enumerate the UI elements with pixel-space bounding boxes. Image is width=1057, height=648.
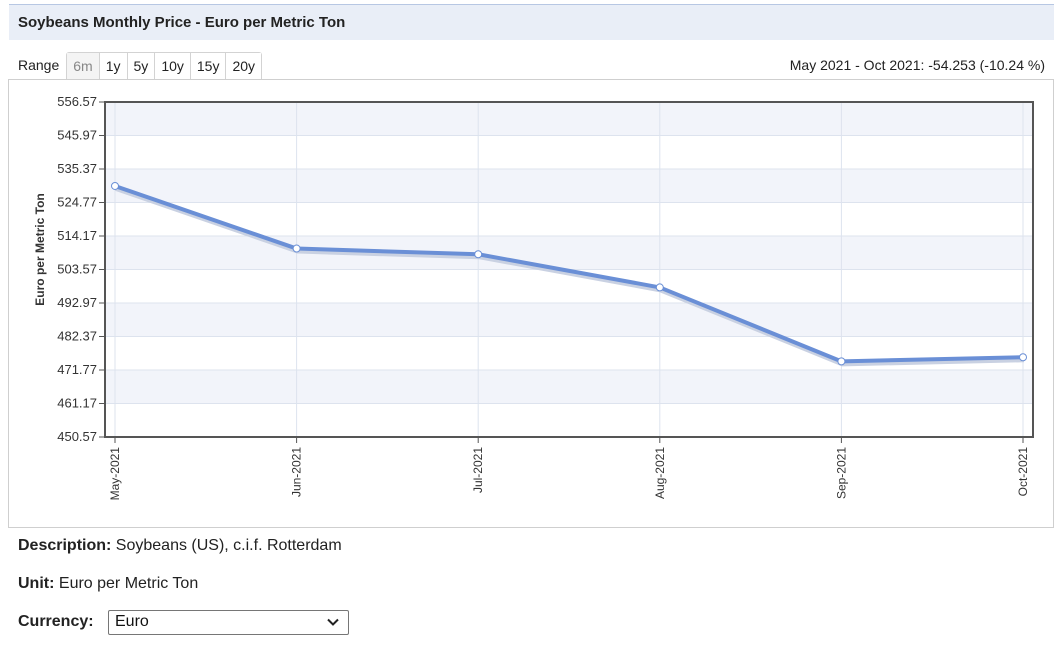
chart-title: Soybeans Monthly Price - Euro per Metric…: [9, 4, 1054, 40]
line-chart: 556.57 545.97 535.37 524.77 514.17 503.57 492.…: [33, 94, 1034, 501]
currency-select[interactable]: Euro: [108, 610, 349, 635]
range-button-15y[interactable]: 15y: [190, 53, 227, 80]
x-tick-label: Jul-2021: [471, 447, 485, 493]
y-tick-label: 503.57: [57, 262, 97, 277]
range-button-5y[interactable]: 5y: [127, 53, 156, 80]
unit-label: Unit:: [18, 575, 55, 592]
description-label: Description:: [18, 537, 112, 554]
data-point: [1019, 353, 1027, 362]
range-button-6m[interactable]: 6m: [67, 53, 100, 80]
range-buttons: 6m 1y 5y 10y 15y 20y: [66, 52, 263, 80]
chevron-down-icon: [327, 618, 339, 626]
range-label: Range: [18, 57, 60, 73]
range-selector: Range 6m 1y 5y 10y 15y 20y: [18, 52, 263, 80]
plot-band: [105, 370, 1033, 404]
plot-band: [105, 236, 1033, 270]
currency-row: Currency:: [18, 613, 94, 631]
data-point: [655, 283, 664, 292]
y-axis-label: Euro per Metric Ton: [33, 193, 47, 305]
y-tick-label: 450.57: [57, 429, 97, 444]
x-tick-label: May-2021: [108, 447, 122, 501]
y-tick-label: 471.77: [57, 362, 97, 377]
y-tick-label: 514.17: [57, 228, 97, 243]
range-button-1y[interactable]: 1y: [99, 53, 128, 80]
plot-band: [105, 303, 1033, 337]
price-change-summary: May 2021 - Oct 2021: -54.253 (-10.24 %): [789, 57, 1045, 73]
y-tick-label: 482.37: [57, 329, 97, 344]
currency-label: Currency:: [18, 613, 94, 630]
chart-frame: 556.57 545.97 535.37 524.77 514.17 503.57 492.…: [8, 79, 1054, 528]
range-button-10y[interactable]: 10y: [155, 53, 191, 80]
series-line: [114, 184, 1024, 364]
y-tick-label: 545.97: [57, 128, 97, 143]
y-tick-label: 461.17: [57, 396, 97, 411]
x-tick-label: Sep-2021: [834, 447, 848, 499]
plot-band: [105, 169, 1033, 203]
data-point: [474, 250, 483, 259]
currency-selected-value: Euro: [115, 613, 149, 630]
range-button-20y[interactable]: 20y: [226, 53, 262, 80]
description-row: Description: Soybeans (US), c.i.f. Rotte…: [18, 537, 342, 555]
data-point: [111, 181, 119, 190]
plot-band: [105, 202, 1033, 236]
unit-value: Euro per Metric Ton: [58, 575, 199, 592]
data-point: [837, 357, 846, 366]
unit-row: Unit: Euro per Metric Ton: [18, 575, 198, 593]
plot-border: [104, 101, 1034, 438]
y-tick-label: 492.97: [57, 295, 97, 310]
data-point: [292, 244, 301, 253]
description-value: Soybeans (US), c.i.f. Rotterdam: [115, 537, 342, 554]
plot-band: [105, 135, 1033, 169]
y-tick-label: 524.77: [57, 195, 97, 210]
plot-band: [105, 102, 1033, 136]
x-tick-label: Aug-2021: [653, 447, 667, 499]
y-tick-label: 556.57: [57, 94, 97, 109]
x-tick-label: Oct-2021: [1016, 447, 1030, 497]
y-tick-label: 535.37: [57, 161, 97, 176]
plot-band: [105, 403, 1033, 437]
x-tick-label: Jun-2021: [290, 447, 304, 497]
